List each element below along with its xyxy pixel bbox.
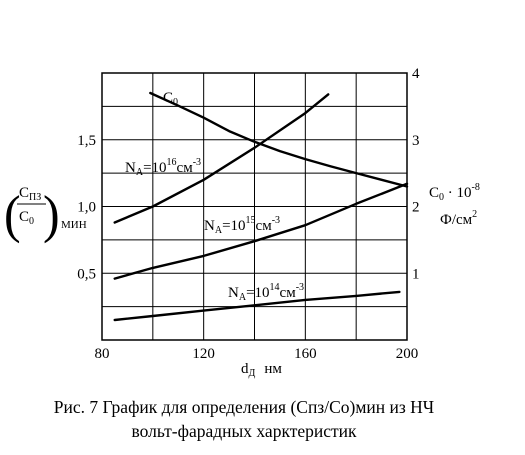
y-tick-label-right: 2 [412, 200, 420, 216]
y-tick-labels-right: 1 2 3 4 [412, 66, 420, 282]
c0-main: C [163, 90, 173, 106]
na15-sup: 15 [246, 215, 256, 226]
caption-line-1: Рис. 7 График для определения (Спз/Со)ми… [54, 397, 434, 417]
num-main: C [19, 185, 29, 201]
y-tick-labels-left: 0,5 1,0 1,5 [77, 133, 96, 283]
y-label-right-line2: Ф/см2 [440, 209, 477, 228]
na14-sup: 14 [270, 282, 280, 293]
y-label-left-numerator: CПЗ [19, 185, 41, 203]
series-label-na16: NA=1016см-3 [125, 157, 201, 178]
y-label-left-open-paren: ( [4, 186, 21, 244]
r1-main: C [429, 185, 439, 201]
na15-sub: A [215, 225, 223, 236]
plot-frame [101, 72, 408, 341]
x-tick-label: 120 [192, 346, 215, 362]
y-label-left-denominator: C0 [19, 209, 34, 227]
x-tick-label: 160 [294, 346, 317, 362]
den-sub: 0 [29, 216, 34, 227]
series-line-0 [149, 91, 409, 188]
na16-sup: 16 [167, 157, 177, 168]
x-tick-labels: 80 120 160 200 [95, 346, 419, 362]
x-label-unit: нм [264, 361, 282, 377]
r2-sup: 2 [472, 209, 477, 220]
na15-unit: см [256, 218, 273, 234]
x-label-main: d [241, 361, 249, 377]
c0-sub: 0 [173, 97, 178, 108]
num-sub: ПЗ [29, 192, 41, 203]
na15-sup2: -3 [272, 215, 280, 226]
y-tick-label-right: 1 [412, 266, 420, 282]
r1-sup: -8 [472, 182, 480, 193]
na16-unit: см [177, 160, 194, 176]
na14-sup2: -3 [296, 282, 304, 293]
series-lines [113, 91, 409, 322]
y-tick-label-right: 4 [412, 66, 420, 82]
x-axis-label: dД нм [241, 361, 282, 379]
na15-n: N [204, 218, 215, 234]
y-tick-label-left: 1,0 [77, 200, 96, 216]
y-tick-label-left: 1,5 [77, 133, 96, 149]
r2-main: Ф/см [440, 212, 473, 228]
series-label-na15: NA=1015см-3 [204, 215, 280, 236]
na15-mid: =10 [222, 218, 245, 234]
x-label-sub: Д [249, 368, 256, 379]
series-line-2 [113, 182, 409, 280]
na14-mid: =10 [246, 285, 269, 301]
y-label-left-suffix: МИН [61, 219, 87, 231]
na16-mid: =10 [143, 160, 166, 176]
na16-sup2: -3 [193, 157, 201, 168]
x-tick-label: 200 [396, 346, 419, 362]
na16-sub: A [136, 167, 144, 178]
na14-n: N [228, 285, 239, 301]
na14-sub: A [239, 292, 247, 303]
na14-unit: см [280, 285, 297, 301]
y-label-right-line1: C0 · 10-8 [429, 182, 480, 203]
series-label-na14: NA=1014см-3 [228, 282, 304, 303]
r1-sub: 0 [439, 192, 444, 203]
na16-n: N [125, 160, 136, 176]
series-label-c0: C0 [163, 90, 178, 108]
series-line-3 [113, 290, 401, 322]
y-tick-label-left: 0,5 [77, 266, 96, 282]
y-label-left-close-paren: ) [43, 186, 60, 244]
r1-rest: · 10 [444, 185, 472, 201]
den-main: C [19, 209, 29, 225]
y-tick-label-right: 3 [412, 133, 420, 149]
caption-line-2: вольт-фарадных харктеристик [131, 421, 357, 441]
series-line-1 [113, 93, 330, 224]
x-tick-label: 80 [95, 346, 110, 362]
